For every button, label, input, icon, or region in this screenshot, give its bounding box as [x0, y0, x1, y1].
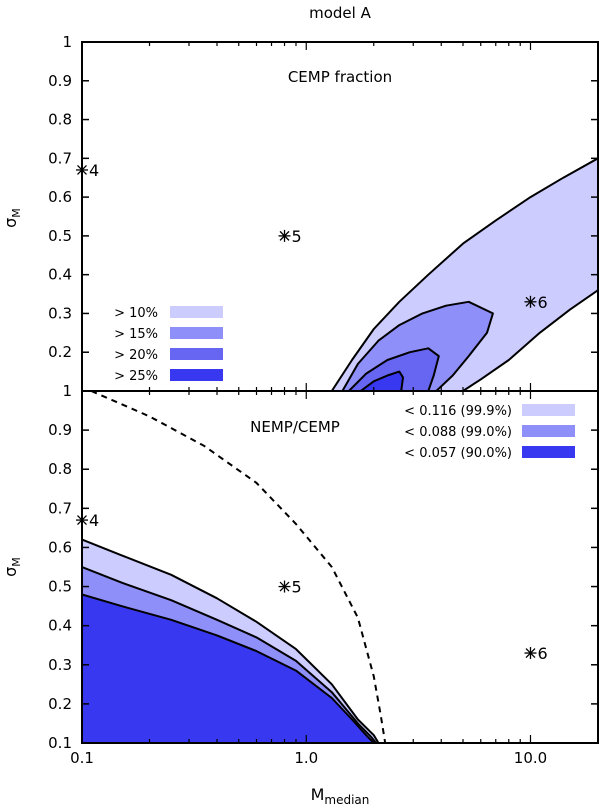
y-tick-label: 0.7	[48, 499, 72, 517]
legend: > 10% > 15% > 20% > 25%	[114, 306, 223, 384]
model-marker-label: 6	[537, 644, 547, 663]
y-tick-label: 0.8	[48, 460, 72, 478]
y-tick-label: 0.3	[48, 656, 72, 674]
legend-label: > 20%	[114, 348, 158, 363]
legend-label: > 10%	[114, 306, 158, 321]
contour-region-3	[359, 370, 404, 391]
y-axis-label-top-sub: M	[10, 208, 23, 218]
y-tick-label: 0.9	[48, 421, 72, 439]
legend-swatch	[170, 327, 223, 339]
dashed-boundary-line	[90, 391, 387, 743]
y-tick-label: 0.5	[48, 227, 72, 245]
y-tick-label: 0.5	[48, 578, 72, 596]
panel-title: CEMP fraction	[288, 68, 392, 86]
legend-label: > 25%	[114, 369, 158, 384]
x-axis-label-sub: median	[324, 793, 369, 806]
legend-swatch	[170, 306, 223, 318]
plot-area	[82, 391, 387, 743]
y-tick-label: 0.4	[48, 617, 72, 635]
legend-swatch	[170, 369, 223, 381]
y-tick-label: 0.3	[48, 304, 72, 322]
y-axis-label-bottom: σM	[1, 557, 23, 577]
model-marker	[76, 514, 88, 527]
model-marker	[524, 295, 537, 308]
y-tick-label: 1	[62, 33, 72, 51]
plot-area	[330, 157, 598, 391]
x-axis-label: Mmedian	[311, 785, 370, 806]
legend-label: > 15%	[114, 327, 158, 342]
legend-swatch	[170, 348, 223, 360]
panel-top: 0.2 0.3 0.4 0.5 0.6 0.7 0.8 0.9 1 4 5 6 CEMP fractio…	[48, 33, 599, 392]
legend-label: < 0.116 (99.9%)	[404, 404, 512, 419]
svg-text:σM: σM	[1, 557, 23, 577]
y-tick-label: 0.9	[48, 72, 72, 90]
model-marker	[76, 163, 88, 176]
model-marker	[278, 580, 291, 593]
y-tick-label: 0.1	[48, 734, 72, 752]
legend-swatch	[522, 404, 575, 416]
y-tick-label: 0.2	[48, 343, 72, 361]
contour-region-2	[82, 593, 375, 743]
y-axis-label-bottom-sub: M	[10, 557, 23, 567]
y-tick-label: 0.2	[48, 695, 72, 713]
model-marker	[524, 647, 537, 660]
x-tick-label: 10.0	[514, 749, 547, 767]
panel-frame	[81, 390, 599, 744]
y-tick-label: 0.6	[48, 188, 72, 206]
panel-bottom: 0.1 0.2 0.3 0.4 0.5 0.6 0.7 0.8 0.9 1 0.1 1.0 10.0 4 5…	[48, 382, 599, 767]
legend-label: < 0.057 (90.0%)	[404, 446, 512, 461]
contour-region-2	[347, 347, 440, 391]
panel-title: NEMP/CEMP	[250, 418, 340, 436]
y-axis-label-top-main: σ	[1, 218, 20, 228]
y-tick-label: 0.4	[48, 266, 72, 284]
y-tick-label: 0.7	[48, 149, 72, 167]
y-tick-label: 0.6	[48, 538, 72, 556]
y-tick-label: 0.8	[48, 111, 72, 129]
model-marker-label: 6	[537, 293, 547, 312]
legend-swatch	[522, 446, 575, 458]
model-marker-label: 5	[292, 578, 302, 597]
model-marker	[278, 229, 291, 242]
figure-title: model A	[309, 4, 371, 22]
legend-label: < 0.088 (99.0%)	[404, 425, 512, 440]
y-axis-label-bottom-main: σ	[1, 567, 20, 577]
y-tick-label: 1	[62, 382, 72, 400]
model-marker-label: 4	[89, 161, 99, 180]
y-axis-label-top: σM	[1, 208, 23, 228]
svg-text:σM: σM	[1, 208, 23, 228]
model-marker-label: 4	[89, 511, 99, 530]
x-tick-label: 0.1	[70, 749, 94, 767]
legend-swatch	[522, 425, 575, 437]
x-tick-label: 1.0	[294, 749, 318, 767]
model-marker-label: 5	[292, 227, 302, 246]
x-axis-label-main: M	[311, 785, 325, 804]
legend: < 0.116 (99.9%) < 0.088 (99.0%) < 0.057 (9…	[404, 404, 575, 461]
